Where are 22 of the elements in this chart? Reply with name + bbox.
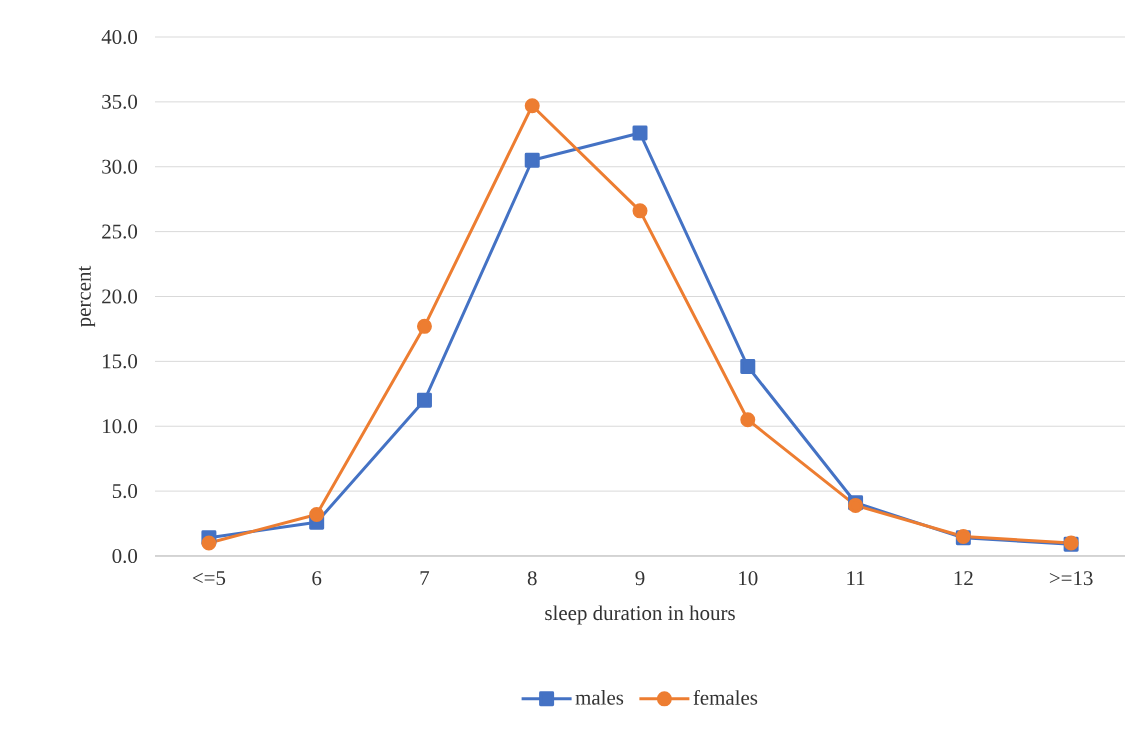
y-tick-label: 20.0: [102, 289, 138, 304]
x-tick-label: 12: [954, 571, 973, 586]
x-tick-label: 7: [420, 571, 430, 585]
y-tick-label: 15.0: [103, 354, 138, 369]
y-tick-label: 10.0: [103, 419, 138, 434]
y-tick-label: 30.0: [102, 159, 138, 174]
y-axis-title: percent: [78, 265, 96, 327]
legend-label: males: [575, 690, 624, 705]
y-tick-label: 40.0: [101, 29, 138, 45]
y-tick-label: 35.0: [102, 94, 138, 109]
x-tick-label: 11: [847, 571, 865, 585]
x-tick-label: 10: [739, 571, 758, 586]
x-tick-label: >=13: [1049, 571, 1093, 586]
x-axis-title: sleep duration in hours: [545, 605, 735, 625]
y-tick-label: 25.0: [102, 224, 138, 239]
x-tick-label: 6: [312, 571, 322, 586]
x-tick-label: 9: [635, 571, 645, 586]
y-tick-label: 0.0: [112, 548, 138, 564]
y-tick-label: 5.0: [112, 484, 138, 499]
legend-label: females: [693, 689, 758, 705]
x-tick-label: 8: [527, 571, 537, 586]
x-tick-label: <=5: [192, 571, 226, 586]
